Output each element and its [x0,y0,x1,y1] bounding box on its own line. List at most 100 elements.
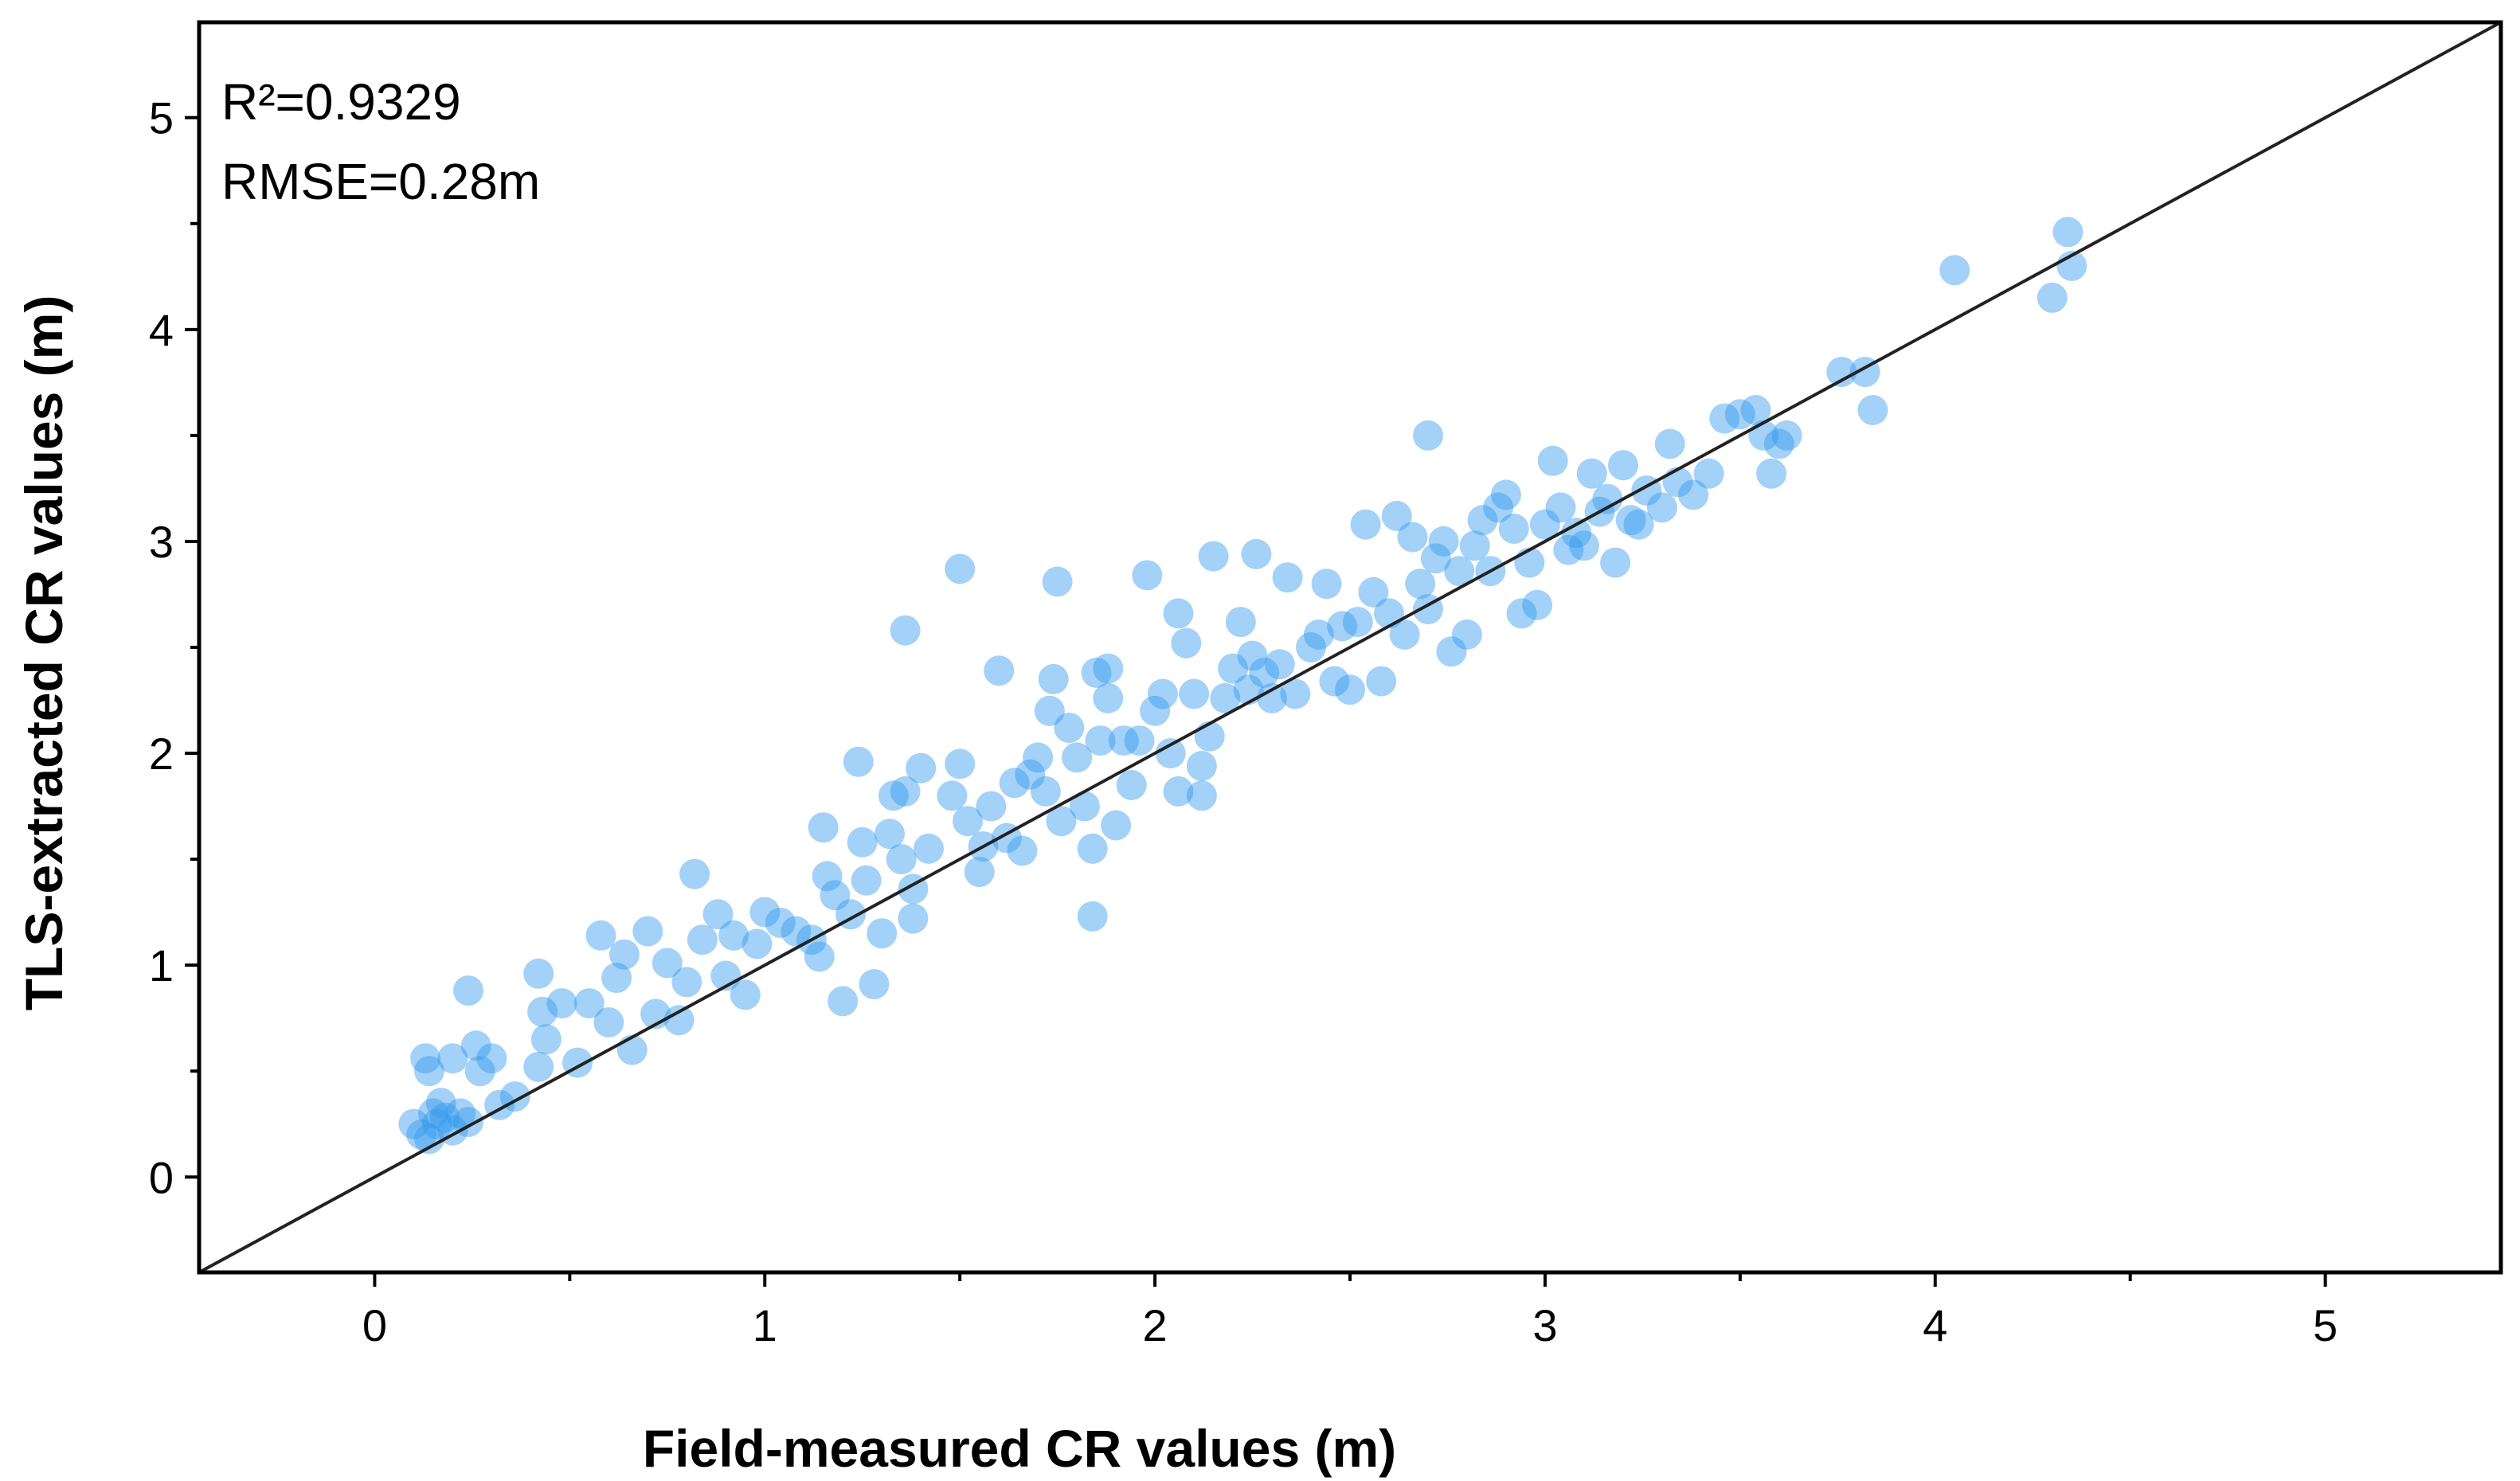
data-point-41 [730,979,761,1010]
data-point-76 [999,768,1030,799]
data-point-164 [1623,509,1654,540]
data-point-16 [453,975,483,1006]
data-point-156 [1561,518,1592,549]
data-point-45 [781,916,812,947]
data-point-104 [1171,627,1202,658]
data-point-143 [1459,530,1490,561]
data-point-13 [460,1030,491,1061]
data-point-43 [749,897,781,928]
data-point-106 [1186,780,1217,811]
data-point-91 [1085,725,1116,756]
data-point-180 [1857,395,1888,425]
data-point-139 [1428,526,1459,557]
data-point-105 [1179,678,1210,709]
data-point-19 [523,958,554,989]
data-point-53 [843,746,874,777]
data-point-49 [812,861,843,892]
data-point-92 [1093,682,1124,713]
data-point-74 [984,655,1015,686]
data-point-3 [417,1098,448,1129]
data-point-138 [1420,543,1451,574]
data-point-27 [601,963,632,994]
data-point-102 [1163,776,1194,807]
y-tick-label-0: 0 [149,1152,174,1202]
data-point-100 [1147,678,1178,709]
data-point-158 [1576,458,1607,489]
data-point-6 [429,1102,460,1133]
data-point-57 [867,918,898,949]
data-point-152 [1529,509,1560,540]
data-point-83 [1042,566,1073,597]
y-tick-label-3: 3 [149,517,174,567]
x-tick-label-1: 1 [753,1300,777,1350]
rmse-annotation: RMSE=0.28m [221,153,540,210]
data-point-109 [1198,541,1229,572]
data-point-66 [890,615,921,646]
data-point-95 [1108,725,1139,756]
data-point-89 [1077,901,1108,932]
data-point-36 [679,858,710,889]
data-point-108 [1194,721,1225,752]
data-point-28 [608,939,640,970]
data-point-169 [1678,479,1709,510]
y-tick-label-5: 5 [149,93,174,143]
data-point-140 [1436,636,1467,667]
data-point-15 [464,1056,495,1087]
data-point-97 [1124,725,1155,756]
y-axis-title: TLS-extracted CR values (m) [14,295,73,1011]
data-point-47 [804,941,835,972]
data-point-90 [1081,657,1112,688]
data-point-11 [410,1043,441,1074]
data-point-127 [1342,607,1373,638]
data-point-94 [1101,810,1132,841]
r-squared-annotation: R²=0.9329 [221,73,461,131]
data-point-155 [1553,534,1584,565]
data-point-151 [1522,589,1553,620]
data-point-44 [765,907,796,938]
data-point-82 [1038,663,1069,694]
data-point-1 [406,1120,437,1150]
data-point-172 [1724,399,1755,430]
data-point-110 [1210,682,1241,713]
data-point-69 [953,806,983,837]
data-point-30 [593,1007,624,1037]
x-tick-label-5: 5 [2313,1300,2338,1350]
data-point-50 [820,880,851,911]
x-tick-label-3: 3 [1532,1300,1557,1350]
data-point-31 [632,916,663,947]
data-point-173 [1740,395,1771,425]
data-point-37 [687,924,718,955]
data-point-78 [1015,759,1046,790]
data-point-35 [671,967,702,998]
data-point-183 [2052,217,2084,248]
data-point-122 [1303,619,1334,650]
y-axis-ticks: 0 1 2 3 4 5 [149,93,199,1202]
data-point-56 [859,969,890,1000]
data-point-154 [1545,492,1576,523]
data-point-111 [1218,653,1249,684]
data-point-61 [890,776,921,807]
data-point-114 [1237,640,1268,671]
data-point-81 [1034,695,1065,726]
data-point-129 [1358,576,1389,608]
y-tick-label-1: 1 [149,940,174,991]
data-point-166 [1646,492,1677,523]
data-point-60 [886,844,917,875]
data-point-133 [1389,619,1420,650]
data-point-175 [1756,458,1786,489]
data-point-120 [1280,678,1311,709]
data-point-5 [425,1088,456,1119]
data-point-34 [663,1005,695,1036]
data-point-160 [1592,483,1623,514]
data-point-64 [906,752,937,783]
data-point-167 [1654,428,1685,459]
data-point-163 [1615,505,1646,536]
data-point-22 [523,1051,554,1082]
data-point-8 [445,1098,476,1129]
one-to-one-line [199,22,2501,1272]
data-point-137 [1413,420,1443,451]
data-point-98 [1132,560,1163,591]
data-point-85 [1054,713,1085,744]
data-point-149 [1506,598,1537,629]
